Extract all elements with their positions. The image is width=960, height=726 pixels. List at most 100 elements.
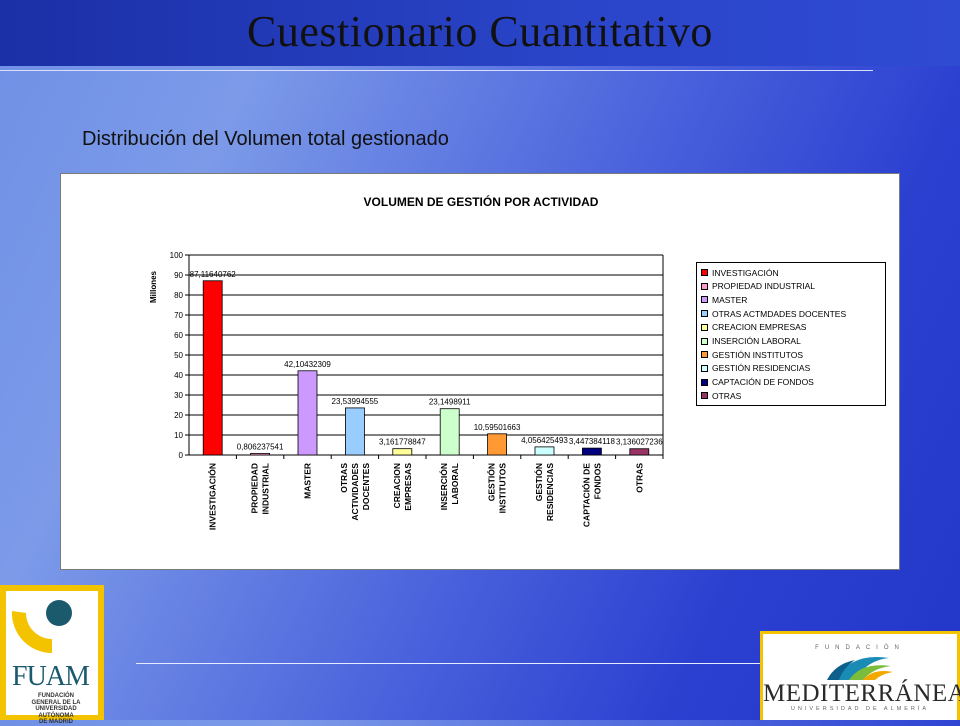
legend-item: GESTIÓN INSTITUTOS [701, 348, 803, 361]
data-label: 3,136027236 [616, 438, 663, 447]
legend-swatch [701, 323, 708, 331]
title-divider [0, 70, 873, 71]
legend-item: GESTIÓN RESIDENCIAS [701, 362, 810, 375]
bar [582, 447, 602, 456]
mediterranea-top-text: FUNDACIÓN [815, 645, 905, 651]
data-label: 87,11640762 [190, 270, 237, 279]
bar [392, 448, 413, 456]
fuam-caption-line: AUTÓNOMA [38, 712, 74, 719]
bar [629, 448, 650, 456]
bar [297, 370, 318, 456]
legend-swatch [701, 310, 708, 318]
mediterranea-wave-icon [827, 656, 893, 680]
category-label: OTRAS [634, 463, 644, 493]
y-axis-label: Millones [149, 270, 158, 303]
footer-divider [136, 663, 760, 664]
category-label: EMPRESAS [403, 463, 413, 511]
y-tick-label: 90 [174, 271, 183, 280]
legend-swatch [701, 351, 708, 359]
bar-chart: VOLUMEN DE GESTIÓN POR ACTIVIDAD 0 10 20 30 4… [149, 194, 664, 530]
legend-label: INSERCIÓN LABORAL [712, 336, 801, 346]
legend-item: OTRAS [701, 389, 741, 402]
category-label: CAPTACIÓN DE [580, 463, 591, 527]
data-label: 23,1498911 [429, 398, 471, 407]
bar [534, 446, 555, 456]
fuam-wordmark: FUAM [12, 661, 90, 692]
legend-item: PROPIEDAD INDUSTRIAL [701, 280, 815, 293]
legend-label: GESTIÓN RESIDENCIAS [712, 363, 811, 374]
category-label: INDUSTRIAL [261, 463, 271, 514]
category-label: INSTITUTOS [498, 463, 508, 514]
y-tick-label: 0 [179, 451, 184, 460]
category-label: DOCENTES [361, 463, 371, 511]
fuam-caption-line: UNIVERSIDAD [35, 706, 77, 713]
category-label: INSERCIÓN [438, 463, 449, 510]
category-label: GESTIÓN [533, 463, 544, 501]
category-label: MASTER [303, 463, 313, 499]
data-label: 0,806237541 [237, 442, 284, 451]
slide-subtitle: Distribución del Volumen total gestionad… [82, 128, 449, 150]
legend-swatch [701, 337, 708, 345]
data-label: 42,10432309 [284, 360, 331, 369]
fuam-emblem-icon [11, 600, 72, 653]
legend-item: MASTER [701, 293, 747, 306]
bar [439, 408, 460, 456]
category-label: RESIDENCIAS [545, 463, 555, 521]
y-tick-label: 40 [174, 371, 183, 380]
legend-label: MASTER [712, 294, 748, 305]
legend-label: CREACION EMPRESAS [712, 322, 807, 333]
legend-label: CAPTACIÓN DE FONDOS [712, 377, 814, 388]
y-tick-label: 100 [170, 251, 184, 260]
legend-swatch [701, 364, 708, 372]
fuam-caption-line: FUNDACIÓN [38, 693, 74, 699]
chart-panel: VOLUMEN DE GESTIÓN POR ACTIVIDAD 0 10 20 30 4… [60, 173, 900, 570]
legend-swatch [701, 282, 708, 290]
category-label: PROPIEDAD [250, 463, 260, 514]
y-tick-label: 80 [174, 291, 183, 300]
y-tick-label: 50 [174, 351, 183, 360]
legend-swatch [701, 378, 708, 386]
category-label: FONDOS [592, 463, 602, 500]
chart-title: VOLUMEN DE GESTIÓN POR ACTIVIDAD [364, 194, 599, 209]
data-label: 10,59501663 [474, 423, 521, 432]
legend-label: PROPIEDAD INDUSTRIAL [712, 281, 815, 292]
legend-item: OTRAS ACTMDADES DOCENTES [701, 307, 846, 320]
data-label: 23,53994555 [332, 397, 379, 406]
bar [344, 407, 365, 456]
category-label: INVESTIGACIÓN [207, 463, 218, 530]
fuam-caption-line: DE MADRID [39, 719, 73, 726]
legend-item: INSERCIÓN LABORAL [701, 335, 801, 348]
mediterranea-wordmark: MEDITERRÁNEA [763, 680, 960, 707]
legend-label: GESTIÓN INSTITUTOS [712, 349, 803, 360]
bar [487, 433, 508, 456]
fuam-caption: FUNDACIÓN GENERAL DE LA UNIVERSIDAD AUTÓNOM… [10, 693, 102, 726]
y-tick-label: 70 [174, 311, 183, 320]
legend-label: OTRAS ACTMDADES DOCENTES [712, 308, 847, 319]
legend-swatch [701, 296, 708, 304]
mediterranea-subtitle: UNIVERSIDAD DE ALMERÍA [790, 706, 930, 712]
category-label: GESTIÓN [486, 463, 497, 501]
y-tick-label: 60 [174, 331, 183, 340]
category-label: LABORAL [450, 463, 460, 505]
y-tick-label: 20 [174, 411, 183, 420]
category-label: ACTIVIDADES [350, 463, 360, 521]
y-tick-label: 10 [174, 431, 183, 440]
legend-swatch [701, 269, 708, 276]
data-label: 3,161778847 [379, 438, 426, 447]
legend-swatch [701, 392, 708, 400]
legend-label: INVESTIGACIÓN [712, 267, 779, 278]
mediterranea-logo: FUNDACIÓN MEDITERRÁNEA UNIVERSIDAD DE AL… [760, 631, 960, 720]
chart-legend: INVESTIGACIÓN PROPIEDAD INDUSTRIAL MASTER O… [696, 262, 886, 406]
fuam-caption-line: GENERAL DE LA [31, 699, 81, 706]
data-label: 4,056425493 [521, 436, 568, 445]
category-label: OTRAS [339, 463, 349, 493]
slide-title: Cuestionario Cuantitativo [247, 7, 713, 56]
bar [250, 452, 271, 456]
category-label: CREACION [392, 463, 402, 508]
legend-label: OTRAS [712, 390, 742, 401]
fuam-logo: FUAM FUNDACIÓN GENERAL DE LA UNIVERSIDAD AU… [0, 585, 104, 725]
legend-item: CAPTACIÓN DE FONDOS [701, 376, 814, 389]
legend-item: INVESTIGACIÓN [701, 266, 779, 279]
y-tick-label: 30 [174, 391, 183, 400]
bar [202, 280, 223, 456]
